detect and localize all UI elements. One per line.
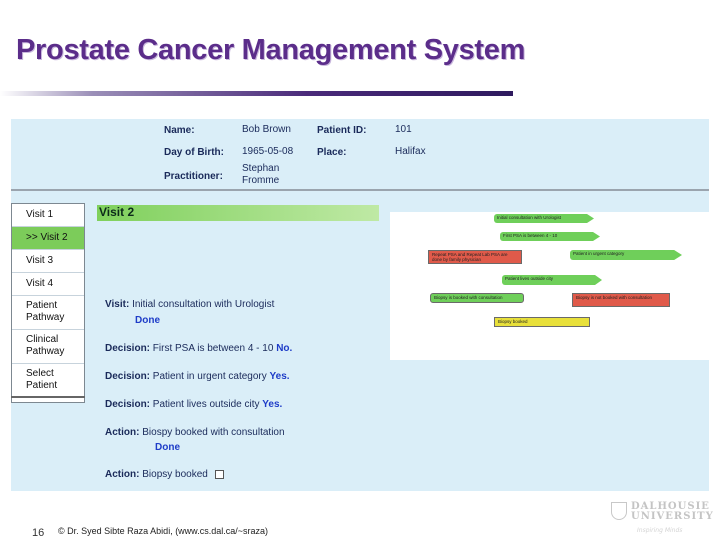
nav-bottom-border (11, 396, 85, 398)
logo-line1: DALHOUSIE (631, 501, 710, 512)
detail-text: Patient lives outside city (152, 399, 260, 410)
dob-label: Day of Birth: (164, 147, 224, 158)
detail-row: Visit: Initial consultation with Urologi… (105, 299, 274, 310)
detail-label: Visit: (105, 299, 130, 310)
crest-icon (611, 502, 627, 520)
detail-label: Action: (105, 427, 140, 438)
detail-status: Yes. (262, 399, 283, 410)
slide-number: 16 (32, 527, 45, 539)
copyright-notice: © Dr. Syed Sibte Raza Abidi, (www.cs.dal… (58, 526, 268, 536)
nav-visit-1[interactable]: Visit 1 (12, 204, 84, 227)
patient-id-value: 101 (395, 124, 412, 135)
detail-row: Decision: Patient lives outside city Yes… (105, 399, 282, 410)
header-separator (11, 189, 709, 191)
flow-node[interactable]: Initial consultation with Urologist (494, 214, 594, 223)
nav-patient-pathway[interactable]: Patient Pathway (12, 296, 84, 330)
pathway-flowchart: Initial consultation with Urologist Firs… (390, 212, 709, 360)
flow-node[interactable]: Patient in urgent category (570, 250, 682, 260)
practitioner-label: Practitioner: (164, 171, 223, 182)
visit-navigation: Visit 1 >> Visit 2 Visit 3 Visit 4 Patie… (11, 203, 85, 403)
nav-patient-pathway-line2: Pathway (26, 312, 65, 323)
flow-node[interactable]: First PSA is between 4 - 10 (500, 232, 600, 241)
title-underline (0, 91, 513, 96)
logo-tagline: Inspiring Minds (637, 527, 683, 534)
flow-node[interactable]: Biopsy booked (494, 317, 590, 327)
detail-row: Decision: First PSA is between 4 - 10 No… (105, 343, 292, 354)
detail-status: Done (135, 315, 160, 326)
detail-status: Yes. (269, 371, 290, 382)
nav-select-patient[interactable]: Select Patient (12, 364, 84, 398)
nav-clinical-pathway-line1: Clinical (26, 334, 59, 345)
detail-text: Biopsy booked (142, 469, 208, 480)
detail-label: Action: (105, 469, 140, 480)
name-label: Name: (164, 125, 195, 136)
detail-status: Done (155, 442, 180, 453)
detail-row: Decision: Patient in urgent category Yes… (105, 371, 290, 382)
detail-row: Action: Biopsy booked (105, 469, 224, 480)
university-logo: DALHOUSIE UNIVERSITY Inspiring Minds (611, 502, 714, 540)
place-value: Halifax (395, 146, 426, 157)
flow-node[interactable]: Patient lives outside city (502, 275, 602, 285)
detail-text: Initial consultation with Urologist (132, 299, 275, 310)
flow-node[interactable]: Repeat PSA and Repeat Lab PSA are done b… (428, 250, 522, 264)
nav-visit-3[interactable]: Visit 3 (12, 250, 84, 273)
nav-select-patient-line1: Select (26, 368, 54, 379)
flow-node[interactable]: Biopsy is not booked with consultation (572, 293, 670, 307)
visit-title: Visit 2 (97, 205, 379, 221)
detail-text: Biospy booked with consultation (142, 427, 285, 438)
nav-clinical-pathway-line2: Pathway (26, 346, 65, 357)
detail-text: First PSA is between 4 - 10 (152, 343, 274, 354)
nav-visit-2[interactable]: >> Visit 2 (12, 227, 84, 250)
name-value: Bob Brown (242, 124, 291, 135)
nav-visit-4[interactable]: Visit 4 (12, 273, 84, 296)
nav-clinical-pathway[interactable]: Clinical Pathway (12, 330, 84, 364)
logo-line2: UNIVERSITY (631, 511, 714, 522)
patient-id-label: Patient ID: (317, 125, 367, 136)
practitioner-first-name: Stephan (242, 163, 280, 174)
detail-text: Patient in urgent category (152, 371, 267, 382)
detail-row: Action: Biospy booked with consultation (105, 427, 285, 438)
logo-wordmark: DALHOUSIE UNIVERSITY (631, 502, 714, 522)
detail-label: Decision: (105, 343, 151, 354)
detail-label: Decision: (105, 399, 151, 410)
nav-patient-pathway-line1: Patient (26, 300, 58, 311)
detail-label: Decision: (105, 371, 151, 382)
practitioner-last-name: Fromme (242, 175, 280, 186)
detail-status: No. (276, 343, 293, 354)
place-label: Place: (317, 147, 347, 158)
biopsy-booked-checkbox[interactable] (214, 469, 224, 479)
slide-title: Prostate Cancer Management System (16, 34, 526, 66)
dob-value: 1965-05-08 (242, 146, 294, 157)
flow-node[interactable]: Biopsy is booked with consultation (430, 293, 524, 303)
nav-select-patient-line2: Patient (26, 380, 58, 391)
app-window: Name: Bob Brown Patient ID: 101 Day of B… (11, 119, 709, 491)
